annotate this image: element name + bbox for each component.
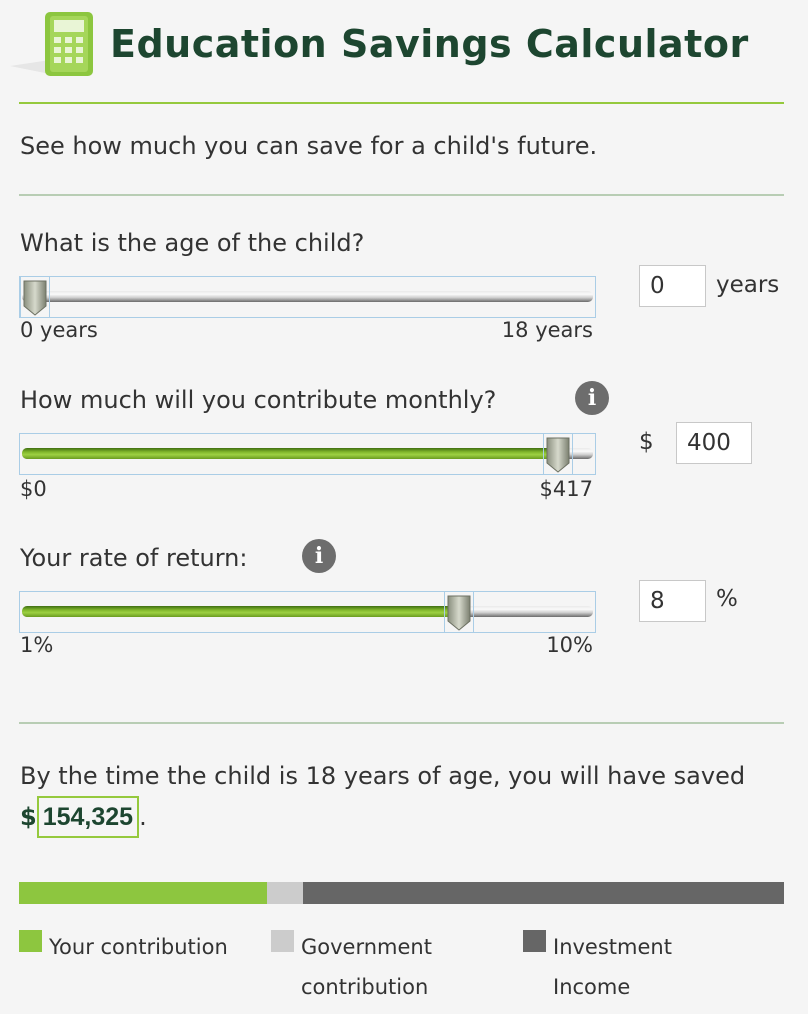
monthly-min-label: $0 — [20, 477, 47, 501]
monthly-input[interactable] — [676, 422, 752, 464]
legend-government-line2: contribution — [301, 975, 429, 999]
rate-slider-handle[interactable] — [443, 591, 474, 633]
rate-slider-fill — [22, 606, 459, 617]
legend-swatch-government-contribution — [271, 930, 294, 952]
bar-segment-investment-income — [302, 882, 784, 904]
slider-handle-icon — [546, 437, 570, 473]
rate-slider[interactable] — [19, 591, 596, 633]
monthly-slider-handle[interactable] — [542, 433, 573, 475]
intro-text: See how much you can save for a child's … — [20, 132, 598, 160]
intro-divider — [19, 194, 784, 196]
legend-swatch-investment-income — [523, 930, 546, 952]
calculator-icon — [10, 12, 93, 76]
rate-input[interactable] — [639, 580, 706, 622]
monthly-slider-fill — [22, 448, 558, 459]
header-divider — [19, 102, 784, 104]
legend-investment-line1: Investment — [553, 935, 672, 959]
age-slider[interactable] — [19, 276, 596, 318]
legend-your-contribution: Your contribution — [49, 935, 228, 959]
legend-investment-line2: Income — [553, 975, 631, 999]
bar-segment-your-contribution — [19, 882, 267, 904]
rate-unit: % — [716, 586, 738, 612]
monthly-max-label: $417 — [539, 477, 593, 501]
slider-handle-icon — [23, 280, 47, 316]
legend-government-line1: Government — [301, 935, 432, 959]
rate-max-label: 10% — [546, 633, 593, 657]
savings-breakdown-bar — [19, 882, 784, 904]
info-icon[interactable]: i — [575, 381, 609, 415]
result-amount: 154,325 — [36, 796, 140, 838]
result-suffix: . — [139, 803, 147, 831]
monthly-slider[interactable] — [19, 433, 596, 475]
slider-handle-icon — [447, 595, 471, 631]
result-prefix: By the time the child is 18 years of age… — [20, 762, 746, 790]
rate-min-label: 1% — [20, 633, 54, 657]
age-max-label: 18 years — [501, 318, 593, 342]
legend-swatch-your-contribution — [19, 930, 42, 952]
bar-segment-government-contribution — [266, 882, 303, 904]
page-title: Education Savings Calculator — [110, 22, 749, 66]
result-divider — [19, 722, 784, 724]
info-icon[interactable]: i — [302, 539, 336, 573]
age-input[interactable] — [639, 265, 706, 307]
age-slider-handle[interactable] — [20, 276, 50, 318]
monthly-currency: $ — [639, 429, 654, 455]
monthly-question: How much will you contribute monthly? — [20, 386, 497, 414]
result-sentence: By the time the child is 18 years of age… — [20, 756, 790, 838]
result-currency: $ — [20, 803, 37, 831]
age-question: What is the age of the child? — [20, 229, 365, 257]
rate-question: Your rate of return: — [20, 544, 248, 572]
age-min-label: 0 years — [20, 318, 98, 342]
age-unit: years — [716, 272, 780, 298]
